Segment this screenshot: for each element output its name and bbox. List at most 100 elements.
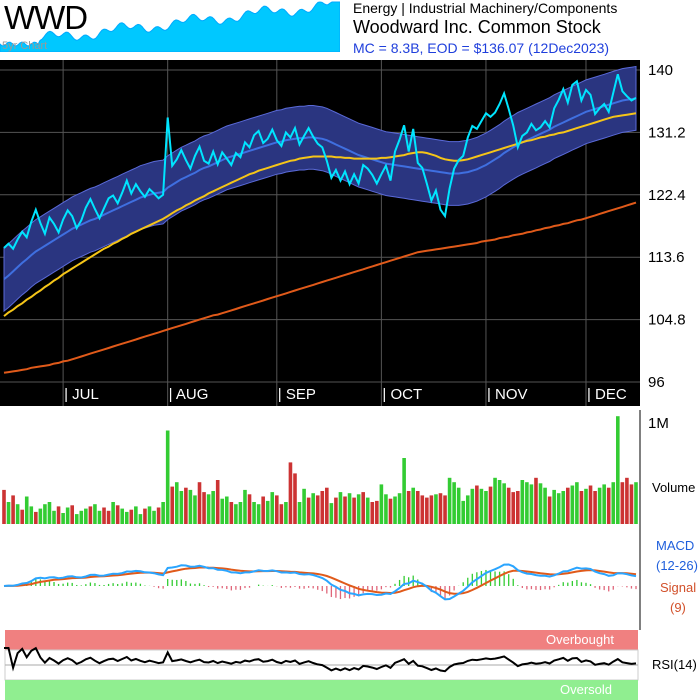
volume-bar xyxy=(197,482,202,524)
volume-bar xyxy=(538,483,543,524)
volume-bar xyxy=(106,510,111,524)
signal-params: (9) xyxy=(670,600,686,615)
volume-bar xyxy=(120,508,125,524)
volume-bar xyxy=(515,491,520,524)
sma20-line xyxy=(3,97,637,280)
macd-chart: MACD (12-26) Signal (9) xyxy=(0,524,698,630)
date-axis-tick: | DEC xyxy=(587,386,627,403)
volume-bar xyxy=(529,484,534,524)
volume-bar xyxy=(279,504,284,524)
sma200-line xyxy=(3,201,637,374)
volume-bar xyxy=(34,511,38,524)
sector-label: Energy | Industrial Machinery/Components xyxy=(353,0,618,16)
volume-bar xyxy=(129,509,134,524)
volume-bar xyxy=(338,492,343,524)
rsi-label: RSI(14) xyxy=(652,657,697,672)
volume-bar xyxy=(315,495,320,524)
price-axis-tick: 113.6 xyxy=(648,249,684,266)
volume-bar xyxy=(224,496,229,524)
volume-bar xyxy=(293,473,297,524)
volume-bar xyxy=(265,500,270,524)
volume-bar xyxy=(93,504,97,524)
price-axis-tick: 104.8 xyxy=(648,312,686,329)
volume-bar xyxy=(470,488,475,524)
volume-bar xyxy=(461,500,466,524)
volume-bar xyxy=(520,480,525,524)
volume-bar xyxy=(502,483,506,524)
volume-bar xyxy=(429,495,434,524)
volume-chart: 1M Volume xyxy=(0,410,695,524)
volume-bar xyxy=(193,495,197,524)
macd-params: (12-26) xyxy=(656,558,698,573)
volume-bar xyxy=(420,495,425,524)
volume-bar xyxy=(379,484,384,524)
volume-bar xyxy=(275,495,279,524)
macd-line xyxy=(3,563,637,601)
volume-bar xyxy=(179,491,184,524)
volume-bar xyxy=(74,514,79,524)
volume-bar xyxy=(243,489,247,524)
volume-bar xyxy=(288,462,293,524)
volume-bar xyxy=(270,492,275,524)
volume-bar xyxy=(384,494,388,524)
volume-bar xyxy=(184,487,188,524)
volume-bar xyxy=(38,508,43,524)
volume-bar xyxy=(565,487,570,524)
volume-bar xyxy=(11,495,15,524)
volume-bar xyxy=(143,508,147,524)
volume-bar xyxy=(525,482,529,524)
volume-bar xyxy=(365,497,370,524)
volume-bar xyxy=(334,497,338,524)
date-axis-tick: | OCT xyxy=(382,386,422,403)
volume-bar xyxy=(606,487,611,524)
date-axis-tick: | SEP xyxy=(278,386,316,403)
volume-bar xyxy=(443,495,447,524)
volume-bar xyxy=(234,504,238,524)
volume-bar xyxy=(575,482,579,524)
volume-bar xyxy=(475,485,479,524)
volume-bar xyxy=(320,491,325,524)
date-axis-tick: | NOV xyxy=(487,386,528,403)
volume-bar xyxy=(561,491,566,524)
volume-bar xyxy=(447,477,452,524)
volume-bar xyxy=(47,502,52,524)
sparkline-area xyxy=(0,1,340,52)
volume-bar xyxy=(588,485,593,524)
volume-bar xyxy=(388,498,393,524)
macd-label: MACD xyxy=(656,538,694,553)
volume-bar xyxy=(547,496,552,524)
volume-bar xyxy=(61,513,65,524)
volume-bar xyxy=(434,494,438,524)
volume-bar xyxy=(465,495,470,524)
volume-bar xyxy=(161,502,165,524)
rsi-overbought-zone xyxy=(5,630,638,650)
price-axis-tick: 131.2 xyxy=(648,124,686,141)
volume-bar xyxy=(370,502,375,524)
volume-bar xyxy=(438,493,443,524)
volume-bar xyxy=(211,491,215,524)
volume-bar xyxy=(188,489,193,524)
company-name: Woodward Inc. Common Stock xyxy=(353,17,601,37)
volume-bar xyxy=(220,498,225,524)
volume-bar xyxy=(43,504,47,524)
volume-bar xyxy=(484,491,488,524)
volume-bar xyxy=(152,510,156,524)
volume-bar xyxy=(411,487,416,524)
volume-bar xyxy=(325,487,329,524)
volume-bar xyxy=(70,505,75,524)
volume-bar xyxy=(343,496,347,524)
volume-bar xyxy=(52,510,56,524)
volume-bar xyxy=(2,489,6,524)
volume-bar xyxy=(102,507,106,524)
volume-bar xyxy=(488,486,493,524)
oversold-label: Oversold xyxy=(560,682,612,697)
volume-bar xyxy=(6,502,11,524)
volume-bar xyxy=(302,488,306,524)
volume-bar xyxy=(206,494,211,524)
volume-bar xyxy=(452,482,456,524)
volume-bar xyxy=(115,505,120,524)
volume-bar xyxy=(552,489,556,524)
date-axis-tick: | AUG xyxy=(169,386,209,403)
volume-bar xyxy=(602,484,606,524)
